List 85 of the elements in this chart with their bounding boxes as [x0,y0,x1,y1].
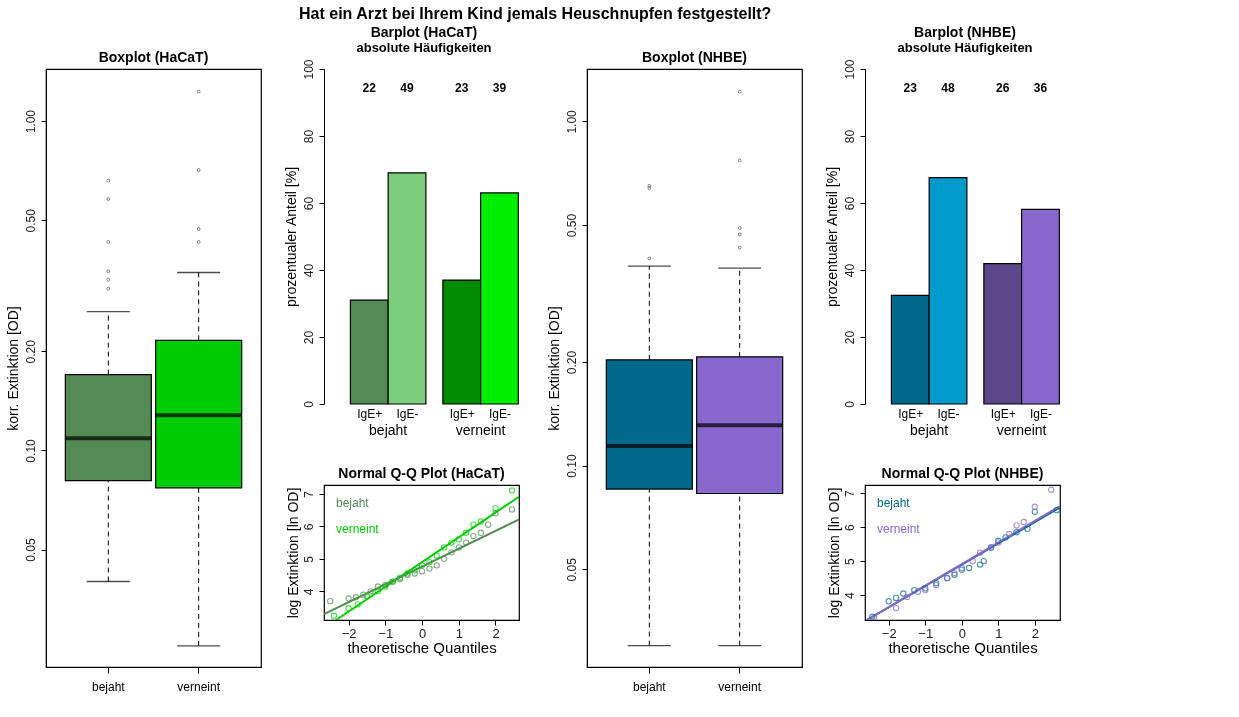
text: bejaht [369,422,408,438]
y-tick-label: 0 [842,400,857,408]
y-axis-title: prozentualer Anteil [%] [823,166,840,308]
x-tick-label: 2 [1031,625,1039,641]
text: Hat ein Arzt bei Ihrem Kind jemals Heuschnupfen festgestellt? [299,4,772,22]
y-tick-label: 0 [301,400,316,408]
y-tick-label: 0.05 [23,538,38,562]
x-tick-label: IgE+ [990,406,1016,421]
x-tick-label: 2 [492,625,500,641]
annotation: 36 [1033,81,1048,95]
x-tick-label: −1 [918,625,934,641]
y-tick-label: 0.05 [564,557,579,582]
chart-title: Normal Q-Q Plot (NHBE) [881,465,1044,481]
y-tick-label: 100 [842,59,857,80]
x-tick-label: 1 [995,625,1003,641]
annotation: 39 [492,81,507,95]
chart-title: Barplot (HaCaT) [370,23,478,40]
x-tick-label: −1 [378,625,394,641]
y-tick-label: 40 [842,263,857,278]
chart-title: Barplot (NHBE) [914,23,1016,40]
text: verneint [996,422,1047,438]
text: verneint [877,522,921,536]
y-tick-label: 4 [301,588,316,596]
y-tick-label: 0.50 [23,208,38,233]
y-tick-label: 60 [842,196,857,211]
x-tick-label: IgE- [396,406,419,421]
y-axis-title: korr. Extinktion [OD] [545,306,562,431]
text: bejaht [336,496,370,510]
annotation: 22 [362,81,377,95]
text: bejaht [877,496,911,510]
y-axis-title: log Extinktion [ln OD] [825,487,842,619]
x-tick-label: bejaht [91,679,126,694]
y-tick-label: 0.50 [564,213,579,238]
x-tick-label: IgE+ [898,406,924,421]
x-tick-label: −2 [341,625,357,641]
annotation: 23 [903,81,918,95]
chart-title: Boxplot (NHBE) [642,49,747,65]
x-tick-label: IgE+ [449,406,475,421]
y-tick-label: 0.20 [564,350,579,375]
text: verneint [336,522,380,536]
y-tick-label: 20 [301,330,316,345]
x-tick-label: −2 [881,625,897,641]
x-tick-label: verneint [718,679,762,694]
x-tick-label: 0 [418,625,427,641]
y-tick-label: 80 [301,129,316,144]
annotation: 48 [941,81,956,95]
y-tick-label: 60 [301,196,316,211]
chart-title: Boxplot (HaCaT) [98,49,209,65]
x-tick-label: 0 [958,625,966,641]
y-tick-label: 0.10 [23,438,38,463]
x-tick-label: IgE- [1029,406,1052,421]
x-tick-label: 1 [455,625,463,641]
y-axis-title: korr. Extinktion [OD] [4,306,21,431]
annotation: 26 [996,81,1010,95]
y-axis-title: prozentualer Anteil [%] [282,166,299,308]
y-tick-label: 40 [301,263,316,278]
text: verneint [455,422,506,438]
chart-title: Normal Q-Q Plot (HaCaT) [338,465,505,481]
y-tick-label: 7 [301,490,316,498]
chart-subtitle: absolute Häufigkeiten [897,39,1033,55]
y-tick-label: 20 [842,330,857,345]
y-tick-label: 4 [842,592,857,600]
y-tick-label: 0.10 [564,454,579,478]
x-axis-title: theoretische Quantiles [888,638,1038,656]
x-tick-label: IgE- [937,406,960,421]
y-tick-label: 1.00 [23,109,38,134]
y-tick-label: 7 [842,490,857,497]
x-tick-label: IgE- [488,406,511,421]
x-axis-title: theoretische Quantiles [347,638,497,656]
x-tick-label: verneint [177,679,221,694]
annotation: 49 [400,81,415,95]
y-tick-label: 5 [842,558,857,566]
y-axis-title: log Extinktion [ln OD] [284,487,301,619]
y-tick-label: 80 [842,129,857,144]
y-tick-label: 100 [301,59,316,80]
annotation: 23 [455,81,469,95]
y-tick-label: 0.20 [23,339,38,364]
y-tick-label: 6 [842,524,857,532]
text: bejaht [910,422,949,438]
x-tick-label: bejaht [632,679,667,694]
chart-subtitle: absolute Häufigkeiten [356,39,492,55]
y-tick-label: 5 [301,555,316,563]
y-tick-label: 1.00 [564,109,579,134]
y-tick-label: 6 [301,523,316,531]
x-tick-label: IgE+ [357,406,383,421]
